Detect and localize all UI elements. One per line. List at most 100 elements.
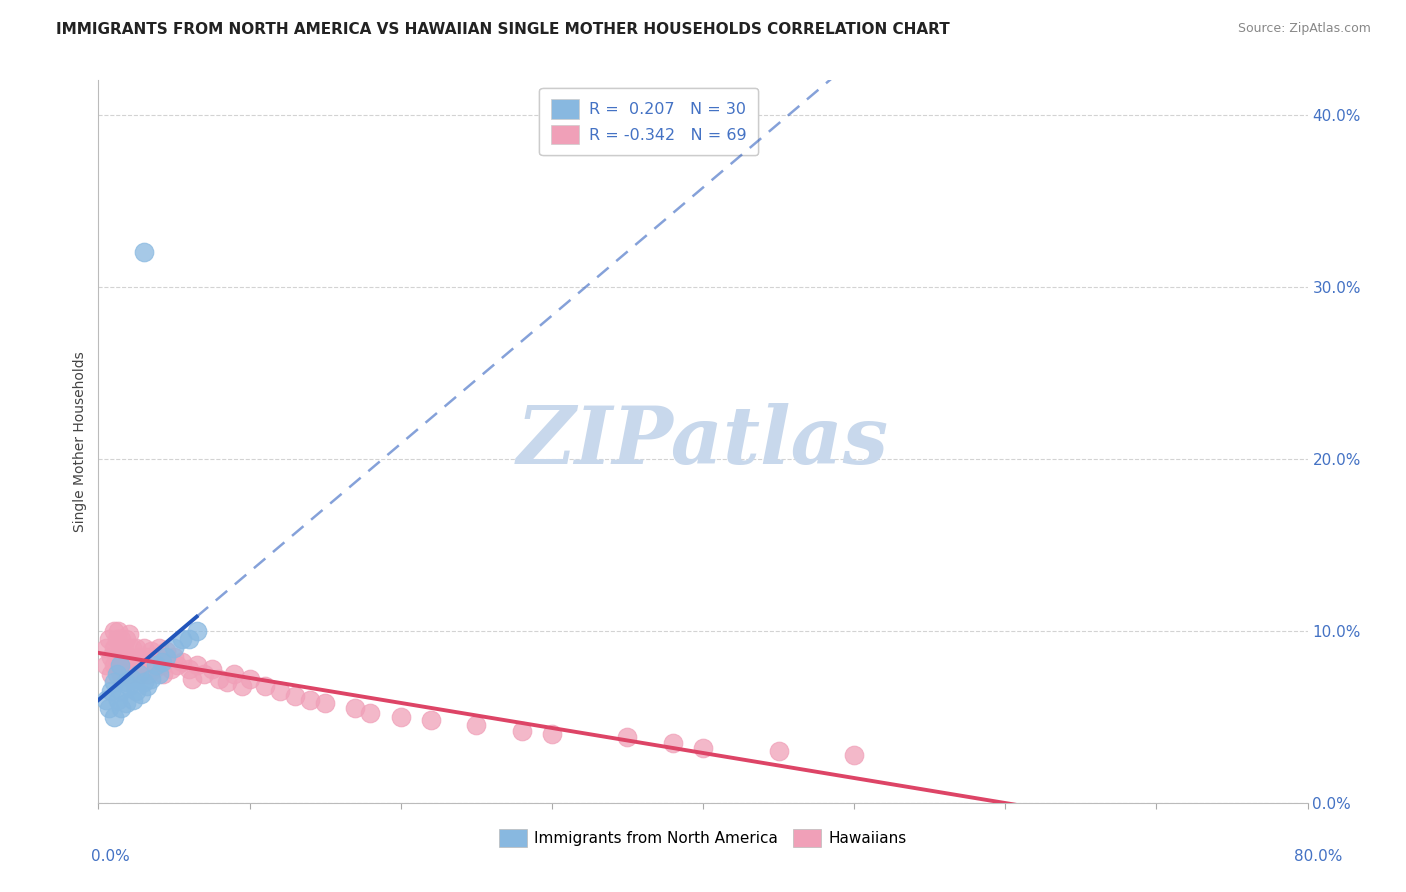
Point [661, 735, 683, 749]
Point [692, 740, 714, 755]
Point [160, 662, 183, 676]
Point [94, 640, 117, 655]
Point [125, 684, 148, 698]
Point [179, 632, 201, 647]
Point [148, 666, 170, 681]
Point [201, 662, 224, 676]
Point [253, 679, 276, 693]
Legend: R =  0.207   N = 30, R = -0.342   N = 69: R = 0.207 N = 30, R = -0.342 N = 69 [540, 88, 758, 155]
Point [110, 666, 132, 681]
Text: 80.0%: 80.0% [1295, 849, 1343, 863]
Point [107, 692, 129, 706]
Point [360, 706, 382, 721]
Point [181, 672, 204, 686]
Point [98, 701, 121, 715]
Point [135, 679, 157, 693]
Point [193, 666, 215, 681]
Point [152, 666, 174, 681]
Text: Source: ZipAtlas.com: Source: ZipAtlas.com [1237, 22, 1371, 36]
Point [186, 624, 208, 638]
Point [150, 658, 173, 673]
Point [118, 649, 141, 664]
Point [128, 649, 150, 664]
Point [314, 696, 336, 710]
Point [118, 627, 141, 641]
Point [239, 672, 262, 686]
Point [125, 640, 148, 655]
Point [94, 692, 117, 706]
Point [540, 727, 562, 741]
Point [114, 675, 136, 690]
Point [132, 675, 155, 690]
Point [128, 666, 150, 681]
Point [155, 644, 177, 658]
Point [103, 658, 125, 673]
Point [269, 684, 291, 698]
Point [170, 632, 193, 647]
Point [121, 640, 143, 655]
Text: ZIPatlas: ZIPatlas [517, 403, 889, 480]
Point [105, 649, 128, 664]
Point [107, 624, 129, 638]
Point [103, 675, 125, 690]
Point [110, 632, 132, 647]
Point [465, 718, 488, 732]
Point [510, 723, 533, 738]
Point [112, 640, 135, 655]
Point [299, 692, 322, 706]
Text: IMMIGRANTS FROM NORTH AMERICA VS HAWAIIAN SINGLE MOTHER HOUSEHOLDS CORRELATION C: IMMIGRANTS FROM NORTH AMERICA VS HAWAIIA… [56, 22, 950, 37]
Point [118, 666, 141, 681]
Point [122, 692, 145, 706]
Point [103, 640, 125, 655]
Point [100, 684, 122, 698]
Point [100, 649, 122, 664]
Point [141, 672, 163, 686]
Point [163, 640, 186, 655]
Point [132, 245, 155, 260]
Point [98, 632, 121, 647]
Point [121, 658, 143, 673]
Point [284, 689, 307, 703]
Y-axis label: Single Mother Households: Single Mother Households [73, 351, 87, 532]
Point [129, 666, 152, 681]
Point [110, 701, 132, 715]
Point [103, 710, 125, 724]
Point [110, 684, 132, 698]
Point [150, 655, 173, 669]
Point [136, 666, 159, 681]
Point [170, 655, 193, 669]
Point [344, 701, 367, 715]
Point [179, 662, 201, 676]
Point [94, 658, 117, 673]
Point [100, 666, 122, 681]
Point [155, 649, 177, 664]
Text: 0.0%: 0.0% [91, 849, 131, 863]
Point [186, 658, 208, 673]
Point [145, 649, 167, 664]
Point [114, 696, 136, 710]
Point [844, 747, 866, 762]
Point [105, 666, 128, 681]
Point [108, 658, 131, 673]
Point [208, 672, 231, 686]
Point [166, 658, 188, 673]
Point [105, 632, 128, 647]
Point [125, 658, 148, 673]
Point [135, 649, 157, 664]
Point [389, 710, 412, 724]
Point [114, 658, 136, 673]
Point [132, 658, 155, 673]
Point [103, 624, 125, 638]
Point [141, 644, 163, 658]
Point [132, 640, 155, 655]
Point [215, 675, 238, 690]
Point [107, 658, 129, 673]
Point [143, 662, 166, 676]
Point [110, 649, 132, 664]
Point [148, 640, 170, 655]
Point [224, 666, 246, 681]
Point [114, 632, 136, 647]
Point [145, 658, 167, 673]
Point [163, 649, 186, 664]
Point [118, 679, 141, 693]
